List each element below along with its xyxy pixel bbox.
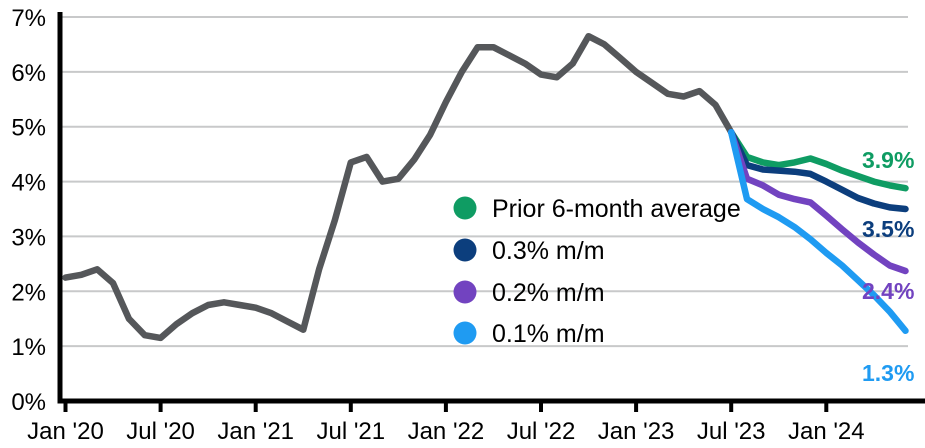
x-tick-label: Jul '22 [507, 418, 576, 445]
x-tick-mark [158, 400, 163, 412]
x-tick-mark [539, 400, 543, 412]
axes [57, 12, 925, 404]
y-axis-labels: 0% 1% 2% 3% 4% 5% 6% 7% [11, 5, 46, 416]
x-tick-label: Jul '20 [126, 418, 195, 445]
x-tick-label: Jul '21 [316, 418, 385, 445]
legend-item: Prior 6-month average [453, 195, 741, 223]
x-tick-label: Jul '23 [697, 418, 766, 445]
y-tick-label: 5% [11, 115, 46, 142]
legend-swatch-icon [453, 280, 477, 304]
y-tick-label: 1% [11, 334, 46, 361]
x-tick-mark [824, 400, 829, 412]
end-value-label: 1.3% [862, 360, 914, 386]
legend-item-label: 0.1% m/m [492, 320, 605, 348]
x-tick-label: Jan '23 [598, 418, 675, 445]
x-tick-mark [443, 400, 448, 412]
series-end-labels: 3.9% 3.5% 2.4% 1.3% [862, 147, 914, 386]
legend-item-label: 0.2% m/m [492, 279, 605, 307]
series-line-scenario-0p1 [727, 128, 909, 335]
x-tick-mark [729, 400, 734, 412]
series-line-scenario-0p2 [727, 128, 909, 275]
x-tick-mark [253, 400, 258, 412]
y-tick-label: 6% [11, 60, 46, 87]
legend-item-label: 0.3% m/m [492, 237, 605, 265]
legend-swatch-icon [453, 321, 477, 345]
x-tick-label: Jan '21 [217, 418, 294, 445]
legend-swatch-icon [453, 238, 477, 262]
y-tick-label: 0% [11, 389, 46, 416]
end-value-label: 2.4% [862, 278, 914, 304]
x-tick-mark [634, 400, 639, 412]
legend-item: 0.1% m/m [453, 320, 605, 348]
end-value-label: 3.5% [862, 216, 914, 242]
legend: Prior 6-month average 0.3% m/m 0.2% m/m 0.1… [453, 195, 741, 348]
gridlines [62, 16, 908, 348]
x-tick-mark [348, 400, 353, 412]
y-tick-label: 4% [11, 170, 46, 197]
x-tick-label: Jan '24 [788, 418, 865, 445]
legend-item: 0.3% m/m [453, 237, 605, 265]
y-tick-label: 2% [11, 279, 46, 306]
legend-item-label: Prior 6-month average [492, 195, 741, 223]
legend-item: 0.2% m/m [453, 279, 605, 307]
x-tick-label: Jan '20 [27, 418, 104, 445]
x-axis-ticks [63, 400, 829, 412]
y-tick-label: 7% [11, 5, 46, 32]
x-tick-label: Jan '22 [408, 418, 485, 445]
series-line-prior-6-month-average [727, 128, 909, 192]
y-tick-label: 3% [11, 224, 46, 251]
legend-swatch-icon [453, 196, 477, 220]
series-lines [62, 32, 909, 342]
series-line-historical [62, 32, 735, 342]
x-axis-labels: Jan '20 Jul '20 Jan '21 Jul '21 Jan '22 Jul '… [27, 418, 864, 445]
x-tick-mark [63, 400, 68, 412]
series-line-scenario-0p3 [727, 128, 909, 213]
end-value-label: 3.9% [862, 147, 914, 173]
